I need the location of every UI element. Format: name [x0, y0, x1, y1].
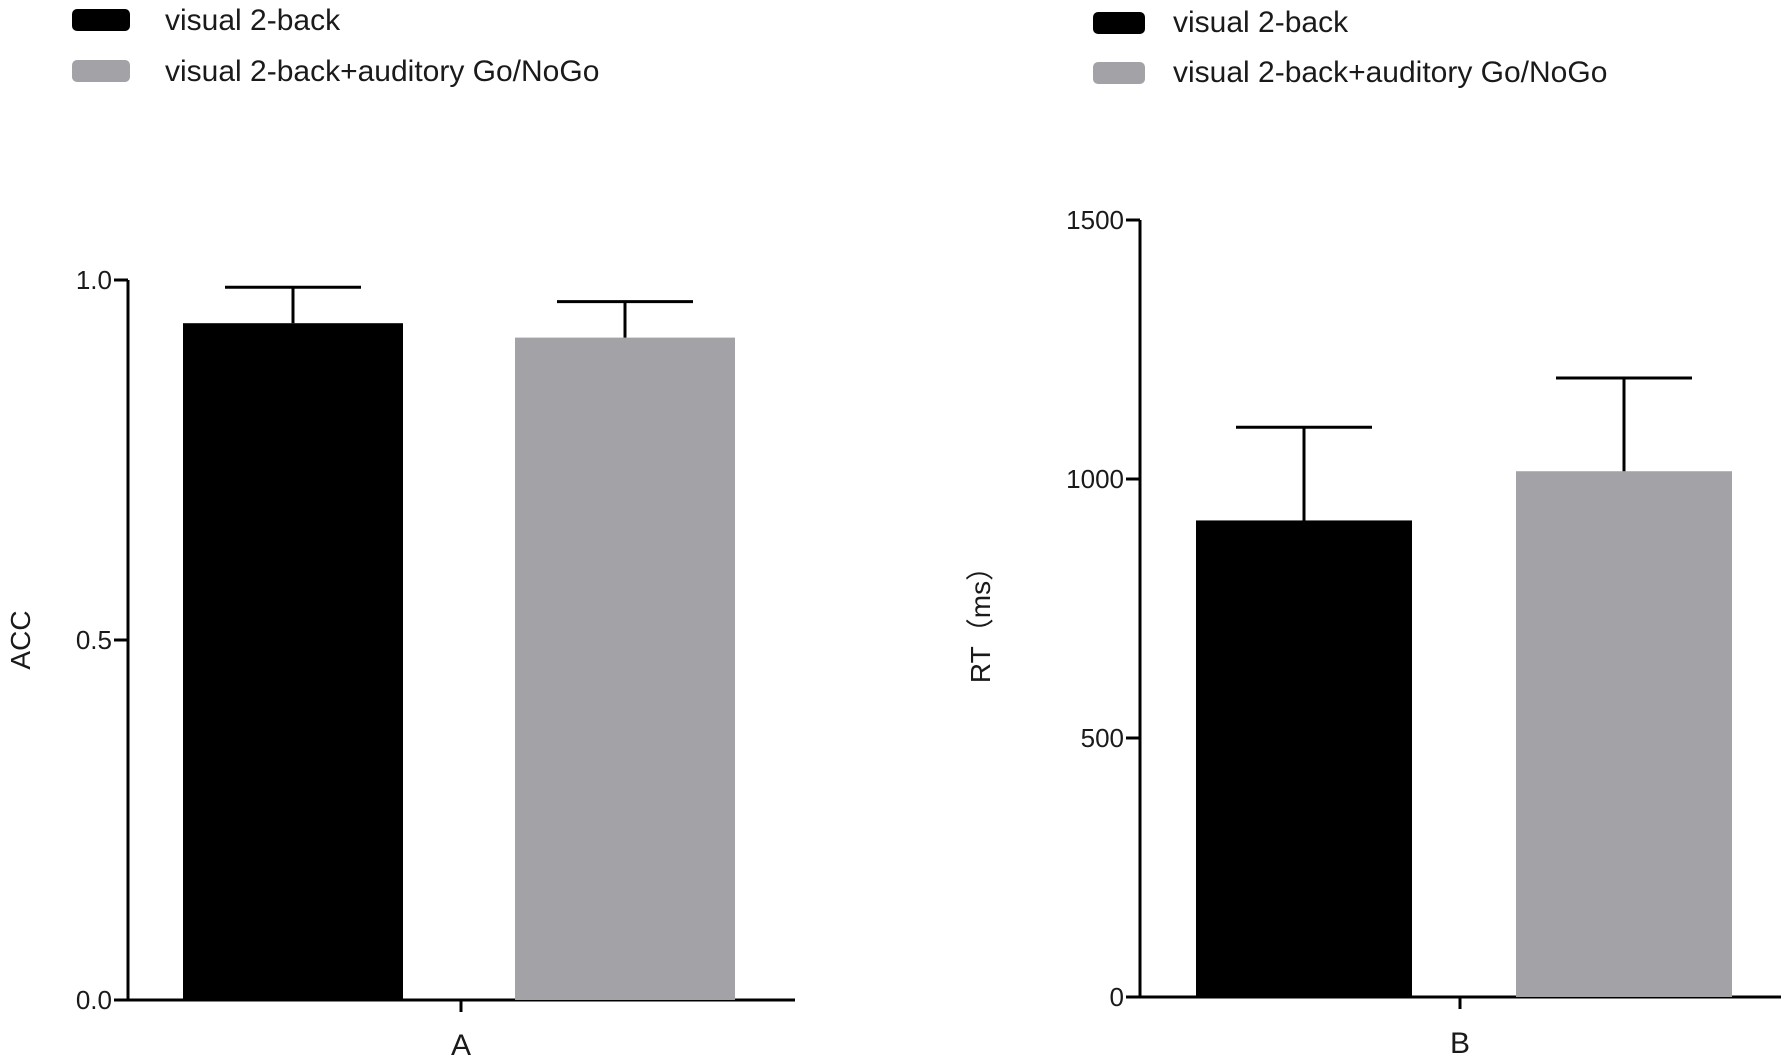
legend-label-series-1: visual 2-back — [165, 4, 341, 37]
bar-series-2 — [515, 337, 735, 1001]
bars — [1196, 376, 1732, 998]
y-tick-label: 0 — [1110, 982, 1124, 1012]
legend-label-series-2: visual 2-back+auditory Go/NoGo — [1173, 56, 1607, 89]
y-axis-ticks: 0.0 0.5 1.0 — [76, 265, 128, 1015]
legend-label-series-1: visual 2-back — [1173, 6, 1349, 39]
y-axis-title: RT（ms） — [965, 553, 996, 683]
legend-swatch-series-2 — [72, 60, 130, 82]
panel-b-legend: visual 2-back visual 2-back+auditory Go/… — [1093, 6, 1607, 89]
y-tick-label: 1500 — [1066, 205, 1124, 235]
legend-swatch-series-1 — [72, 9, 130, 31]
y-tick-label: 1.0 — [76, 265, 112, 295]
panel-b-chart: visual 2-back visual 2-back+auditory Go/… — [965, 6, 1781, 1060]
y-tick-label: 0.5 — [76, 625, 112, 655]
panel-a-legend: visual 2-back visual 2-back+auditory Go/… — [72, 4, 599, 88]
y-axis-title: ACC — [5, 610, 36, 669]
bar-series-1 — [1196, 520, 1412, 997]
legend-swatch-series-2 — [1093, 62, 1145, 84]
y-tick-label: 500 — [1081, 723, 1124, 753]
x-axis-category-label: B — [1450, 1027, 1470, 1060]
bar-series-1 — [183, 323, 403, 1000]
bars — [183, 285, 735, 1001]
panel-a-chart: visual 2-back visual 2-back+auditory Go/… — [5, 4, 795, 1062]
legend-label-series-2: visual 2-back+auditory Go/NoGo — [165, 55, 599, 88]
x-axis-category-label: A — [451, 1029, 471, 1062]
y-tick-label: 1000 — [1066, 464, 1124, 494]
y-tick-label: 0.0 — [76, 985, 112, 1015]
y-axis-ticks: 0 500 1000 1500 — [1066, 205, 1140, 1012]
legend-swatch-series-1 — [1093, 12, 1145, 34]
bar-series-2 — [1516, 471, 1732, 998]
